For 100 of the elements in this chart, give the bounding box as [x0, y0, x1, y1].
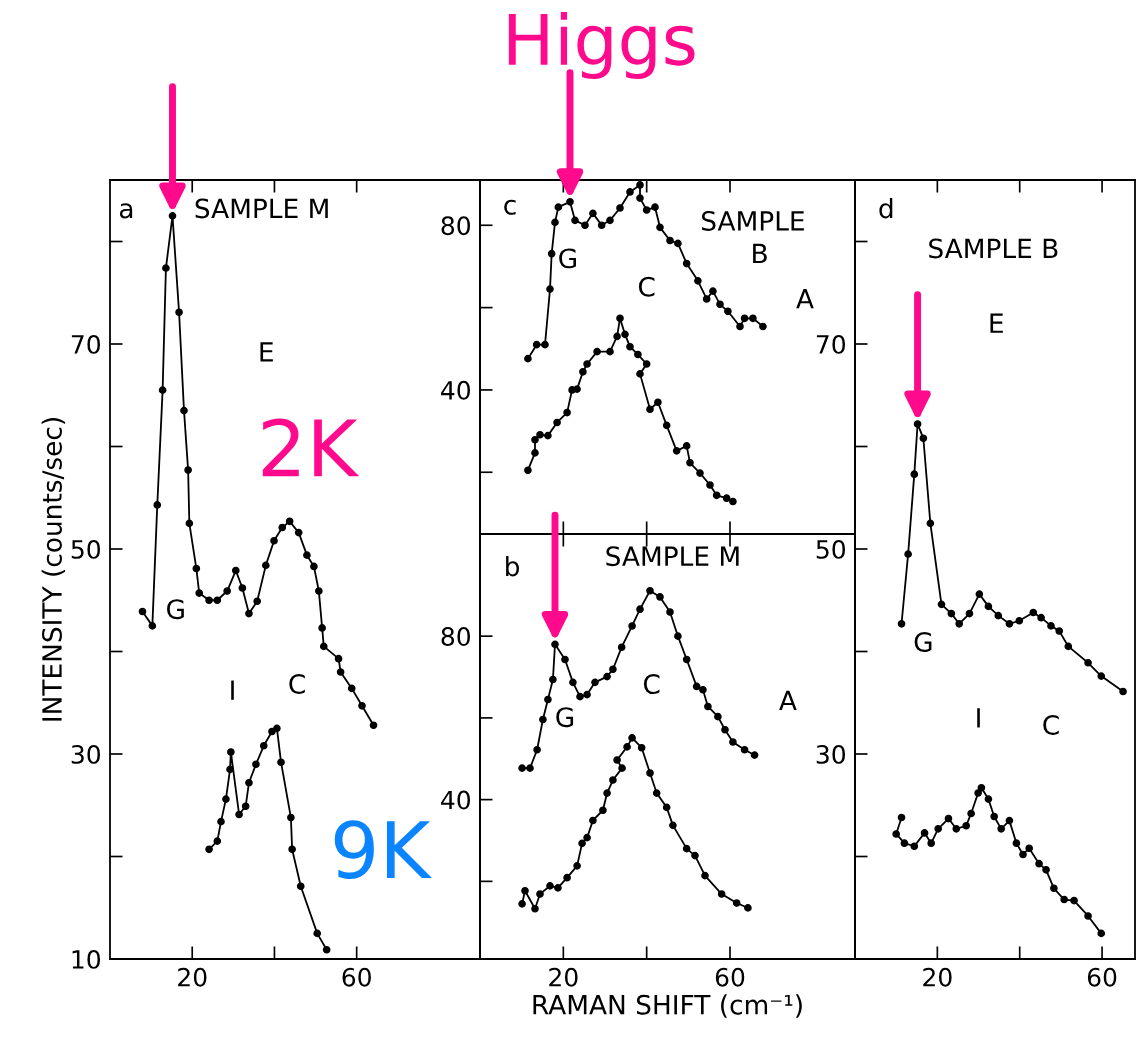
point [634, 350, 642, 359]
annotation: G [914, 632, 932, 652]
point [997, 825, 1005, 833]
point [569, 678, 577, 687]
point [573, 862, 581, 870]
point [319, 642, 328, 651]
point [591, 678, 599, 687]
point [222, 795, 230, 803]
point [750, 751, 759, 759]
point [984, 795, 993, 803]
point [654, 398, 662, 407]
point [524, 354, 532, 363]
point [583, 360, 591, 368]
point [553, 418, 561, 427]
point [904, 550, 912, 558]
point [732, 899, 741, 907]
point [674, 239, 682, 248]
point [554, 203, 563, 211]
point [536, 890, 544, 898]
point [1037, 613, 1045, 622]
y-tick-label: 40 [441, 790, 471, 810]
point [566, 197, 574, 206]
y-tick-label: 80 [441, 216, 471, 236]
annotation: SAMPLE M [606, 546, 739, 567]
point [1015, 616, 1024, 625]
point [551, 640, 559, 649]
point [666, 236, 674, 245]
point [952, 825, 961, 833]
point [603, 789, 611, 797]
point [613, 332, 621, 341]
point [1012, 839, 1021, 847]
point [245, 609, 253, 618]
point [148, 622, 157, 630]
point [616, 204, 624, 212]
point [682, 844, 691, 853]
point [990, 812, 998, 821]
point [637, 743, 646, 752]
point [531, 904, 539, 913]
point [616, 314, 624, 323]
point [722, 494, 731, 503]
y-axis-title: INTENSITY (counts/sec) [41, 418, 66, 721]
point [1005, 816, 1014, 825]
point [273, 724, 281, 733]
point [920, 829, 929, 837]
point [709, 287, 717, 295]
point [623, 743, 631, 751]
point [175, 308, 183, 317]
point [549, 675, 557, 684]
point [162, 264, 170, 272]
point [729, 497, 737, 506]
annotation: 2K [262, 418, 360, 477]
point [613, 756, 621, 764]
point [692, 682, 701, 691]
point [310, 562, 318, 571]
point [740, 745, 749, 754]
point [682, 259, 691, 268]
point [277, 758, 285, 767]
x-tick-label: 60 [342, 967, 371, 987]
point [546, 882, 554, 890]
point [606, 216, 614, 225]
y-tick-label: 50 [816, 539, 846, 559]
point [636, 370, 644, 378]
point [524, 466, 532, 475]
point [536, 430, 544, 439]
point [544, 695, 552, 704]
point [977, 784, 986, 792]
point [706, 481, 714, 489]
point [669, 821, 677, 830]
point [597, 221, 606, 230]
point [626, 342, 634, 351]
point [900, 839, 909, 847]
y-tick-label: 30 [71, 744, 101, 764]
point [539, 715, 547, 724]
point [712, 491, 721, 500]
point [704, 702, 712, 711]
point [318, 624, 326, 632]
point [531, 435, 539, 444]
y-tick-label: 30 [816, 744, 846, 764]
point [910, 842, 919, 851]
point [531, 449, 539, 457]
point [1055, 627, 1064, 635]
point [636, 605, 644, 614]
point [578, 839, 586, 848]
y-tick-label: 40 [441, 380, 471, 400]
annotation: C [643, 674, 660, 695]
point [347, 684, 356, 693]
point [217, 817, 225, 826]
point [926, 519, 935, 528]
point [541, 340, 549, 349]
point [714, 712, 722, 721]
point [759, 322, 767, 331]
point [241, 802, 250, 811]
point [729, 738, 737, 746]
point [716, 300, 724, 309]
point [694, 277, 702, 285]
point [1047, 622, 1055, 630]
point [518, 900, 526, 908]
point [636, 194, 644, 202]
annotation: E [260, 342, 273, 362]
annotation: c [504, 199, 516, 215]
